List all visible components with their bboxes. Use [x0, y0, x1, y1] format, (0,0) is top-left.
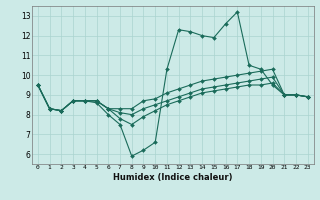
X-axis label: Humidex (Indice chaleur): Humidex (Indice chaleur) — [113, 173, 233, 182]
